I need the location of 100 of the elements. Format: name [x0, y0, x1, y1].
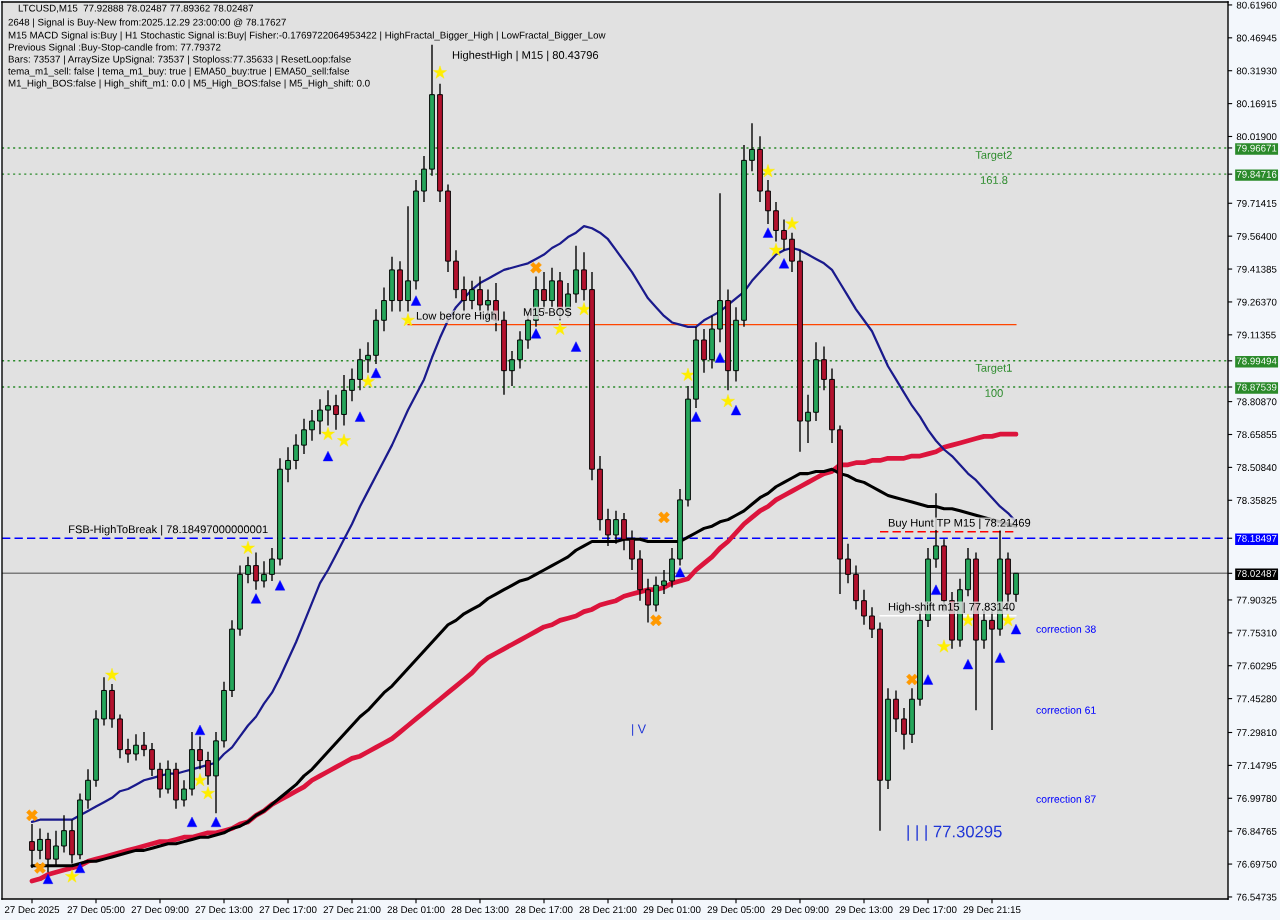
candlestick: [205, 751, 211, 786]
y-tick-label: 79.41385: [1236, 265, 1277, 273]
x-tick-label: 29 Dec 01:00: [643, 906, 701, 914]
chart-title: LTCUSD,M15 77.92888 78.02487 77.89362 78.02487: [18, 4, 254, 13]
candlestick: [605, 507, 611, 547]
candlestick: [821, 345, 827, 392]
candlestick: [1013, 572, 1019, 603]
annotation: 100: [985, 389, 1003, 397]
candlestick: [613, 510, 619, 545]
candlestick: [861, 589, 867, 626]
y-tick-label: 78.87539: [1236, 383, 1277, 391]
candlestick: [141, 731, 147, 757]
annotation: 2648 | Signal is Buy-New from:2025.12.29 23:00:00 @ 78.17627: [8, 18, 286, 28]
annotation: | | | 77.30295: [907, 825, 1002, 841]
y-tick-label: 76.99780: [1236, 795, 1277, 802]
series-label: Low before High: [416, 311, 497, 322]
candlestick: [133, 733, 139, 762]
candlestick: [381, 286, 387, 332]
candlestick: [261, 560, 267, 589]
x-tick-label: 29 Dec 13:00: [835, 906, 893, 914]
y-tick-label: 76.84765: [1236, 827, 1277, 835]
y-tick-label: 78.50840: [1236, 464, 1277, 472]
candlestick: [181, 779, 187, 808]
candlestick: [301, 418, 307, 455]
point: [194, 724, 206, 735]
point: [74, 862, 86, 873]
candlestick: [309, 409, 315, 442]
annotation: | V: [632, 724, 646, 736]
y-tick-label: 79.56400: [1236, 232, 1277, 240]
candlestick: [421, 155, 427, 203]
candlestick: [253, 551, 259, 591]
ref-line-label: FSB-HighToBreak | 78.18497000000001: [69, 525, 268, 536]
y-tick-label: 79.96671: [1236, 144, 1277, 152]
candlestick: [317, 398, 323, 435]
candlestick: [901, 707, 907, 751]
candlestick: [365, 341, 371, 374]
candlestick: [669, 547, 675, 589]
y-tick-label: 79.84716: [1236, 170, 1277, 178]
x-tick-label: 27 Dec 05:00: [67, 906, 125, 914]
annotation: HighestHigh | M15 | 80.43796: [452, 50, 599, 62]
x-tick-label: 29 Dec 09:00: [771, 906, 829, 914]
candlestick: [805, 394, 811, 444]
point: [274, 580, 286, 591]
x-tick-label: 27 Dec 13:00: [195, 906, 253, 914]
candlestick: [469, 280, 475, 311]
y-tick-label: 78.99494: [1236, 357, 1277, 365]
candlestick: [621, 512, 627, 551]
candlestick: [125, 737, 131, 764]
candlestick: [293, 433, 299, 470]
candlestick: [333, 394, 339, 431]
y-tick-label: 78.65855: [1236, 431, 1277, 439]
y-tick-label: 77.90325: [1236, 596, 1277, 604]
y-tick-label: 77.45280: [1236, 695, 1277, 703]
x-tick-label: 29 Dec 17:00: [899, 906, 957, 914]
candlestick: [701, 328, 707, 374]
candlestick: [85, 768, 91, 810]
candlestick: [37, 827, 43, 860]
y-tick-label: 78.35825: [1236, 497, 1277, 504]
y-tick-label: 80.16915: [1236, 100, 1277, 108]
annotation: Previous Signal :Buy-Stop-candle from: 77.79372: [8, 43, 221, 53]
ref-line-label: Target1: [975, 364, 1012, 374]
candlestick: [581, 251, 587, 302]
text: correction 87: [1036, 795, 1096, 803]
y-tick-label: 77.29810: [1236, 729, 1277, 737]
candlestick: [325, 389, 331, 427]
candlestick: [645, 578, 651, 624]
candlestick: [789, 231, 795, 273]
candlestick: [893, 689, 899, 733]
candlestick: [245, 556, 251, 584]
candlestick: [661, 569, 667, 595]
candlestick: [629, 529, 635, 571]
x-tick-label: 28 Dec 01:00: [387, 906, 445, 914]
x-tick-label: 29 Dec 21:15: [963, 906, 1021, 914]
candlestick: [149, 742, 155, 777]
candlestick: [357, 348, 363, 392]
candlestick: [517, 330, 523, 370]
candlestick: [869, 606, 875, 639]
candlestick: [197, 735, 203, 771]
text: correction 61: [1036, 706, 1096, 714]
point: [690, 411, 702, 422]
candlestick: [461, 275, 467, 313]
annotation: 161.8: [980, 176, 1008, 184]
x-tick-label: 28 Dec 17:00: [515, 906, 573, 914]
y-tick-label: 76.54735: [1236, 893, 1277, 901]
candlestick: [765, 179, 771, 225]
candlestick: [405, 205, 411, 313]
candlestick: [781, 218, 787, 251]
annotation: M1_High_BOS:false | High_shift_m1: 0.0 | M5_High_BOS:false | M5_High_shift: 0.0: [8, 79, 370, 89]
point: [186, 816, 198, 827]
candlestick: [269, 547, 275, 582]
y-tick-label: 76.69750: [1236, 860, 1277, 868]
candlestick: [653, 575, 659, 613]
annotation: tema_m1_sell: false | tema_m1_buy: true | EMA50_buy:true | EMA50_sell:false: [8, 67, 350, 77]
x-tick-label: 27 Dec 21:00: [323, 906, 381, 914]
candlestick: [749, 122, 755, 173]
candlestick: [509, 350, 515, 387]
x-tick-label: 27 Dec 2025: [4, 906, 60, 914]
y-tick-label: 77.14795: [1236, 762, 1277, 770]
point: [674, 567, 686, 578]
y-tick-label: 80.61960: [1236, 1, 1277, 9]
